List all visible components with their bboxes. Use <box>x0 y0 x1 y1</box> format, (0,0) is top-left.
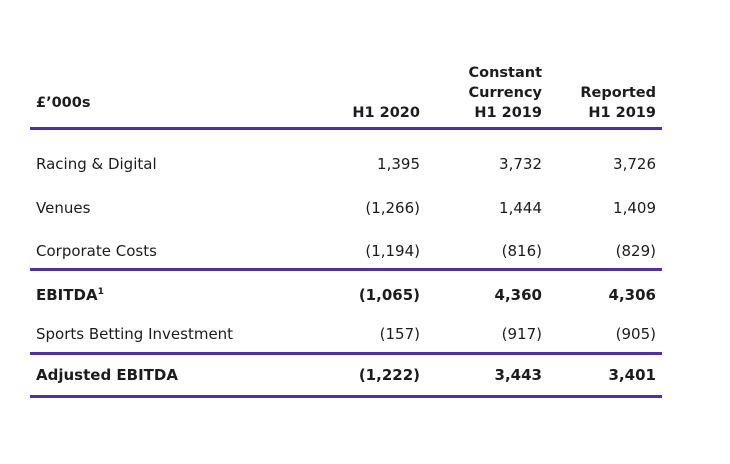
header-reported-h1-2019: Reported H1 2019 <box>580 83 656 123</box>
table-row-adjusted-ebitda: Adjusted EBITDA (1,222) 3,443 3,401 <box>30 364 662 388</box>
header-reported-line-1: Reported <box>580 85 656 101</box>
row-value-constant-currency: (917) <box>501 325 542 343</box>
row-value-h1-2020: (1,194) <box>365 242 420 260</box>
row-value-constant-currency: 1,444 <box>499 199 542 217</box>
table-row-racing-digital: Racing & Digital 1,395 3,732 3,726 <box>30 153 662 177</box>
table-bottom-divider <box>30 395 662 398</box>
row-value-constant-currency: (816) <box>501 242 542 260</box>
header-constant-currency-line-3: H1 2019 <box>474 105 542 121</box>
row-value-reported: (829) <box>615 242 656 260</box>
row-label: Sports Betting Investment <box>36 325 234 343</box>
row-label: Corporate Costs <box>36 242 157 260</box>
ebitda-top-divider <box>30 268 662 271</box>
table-row-ebitda: EBITDA1 (1,065) 4,360 4,306 <box>30 284 662 308</box>
row-value-h1-2020: (1,222) <box>358 366 420 384</box>
row-label: Adjusted EBITDA <box>36 366 178 384</box>
row-value-reported: 3,726 <box>613 155 656 173</box>
table-row-sports-betting-investment: Sports Betting Investment (157) (917) (9… <box>30 323 662 347</box>
row-label: EBITDA1 <box>36 284 104 306</box>
row-label: Racing & Digital <box>36 155 157 173</box>
row-value-h1-2020: (1,065) <box>358 286 420 304</box>
row-value-h1-2020: 1,395 <box>377 155 420 173</box>
row-value-constant-currency: 3,732 <box>499 155 542 173</box>
row-value-constant-currency: 3,443 <box>494 366 542 384</box>
header-constant-currency-h1-2019: Constant Currency H1 2019 <box>468 63 542 123</box>
header-constant-currency-line-1: Constant <box>468 65 542 81</box>
row-value-reported: 1,409 <box>613 199 656 217</box>
table-row-venues: Venues (1,266) 1,444 1,409 <box>30 197 662 221</box>
header-reported-line-2: H1 2019 <box>588 105 656 121</box>
row-label-text: EBITDA <box>36 286 98 304</box>
row-value-h1-2020: (157) <box>379 325 420 343</box>
header-divider <box>30 127 662 130</box>
row-label: Venues <box>36 199 91 217</box>
header-constant-currency-line-2: Currency <box>468 85 542 101</box>
row-value-reported: (905) <box>615 325 656 343</box>
header-h1-2020: H1 2020 <box>352 103 420 123</box>
header-h1-2020-line-1: H1 2020 <box>352 105 420 121</box>
unit-label: £’000s <box>36 95 91 111</box>
row-value-constant-currency: 4,360 <box>494 286 542 304</box>
row-value-h1-2020: (1,266) <box>365 199 420 217</box>
row-value-reported: 4,306 <box>608 286 656 304</box>
table-row-corporate-costs: Corporate Costs (1,194) (816) (829) <box>30 240 662 264</box>
row-value-reported: 3,401 <box>608 366 656 384</box>
adjusted-ebitda-top-divider <box>30 352 662 355</box>
footnote-marker: 1 <box>97 287 104 297</box>
